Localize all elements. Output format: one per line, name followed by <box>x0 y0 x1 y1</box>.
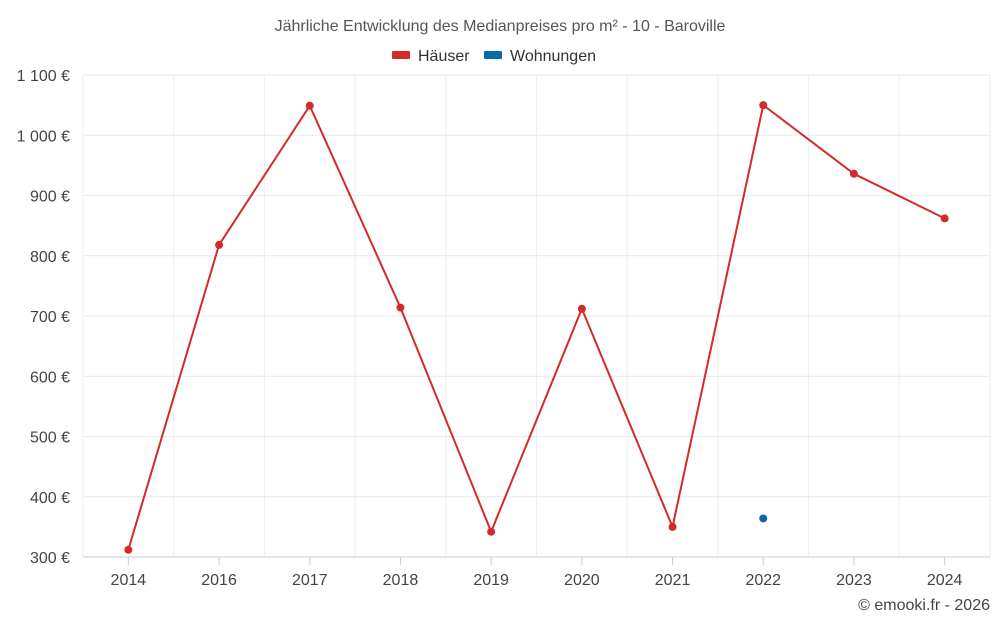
data-point-haeuser[interactable] <box>577 304 586 313</box>
data-point-haeuser[interactable] <box>396 303 405 312</box>
series <box>124 101 949 554</box>
data-point-haeuser[interactable] <box>759 101 768 110</box>
data-point-haeuser[interactable] <box>668 522 677 531</box>
legend-label-wohnungen: Wohnungen <box>510 48 596 65</box>
chart-title: Jährliche Entwicklung des Medianpreises … <box>275 18 726 35</box>
series-line-haeuser <box>127 104 946 551</box>
legend-label-haeuser: Häuser <box>418 48 470 65</box>
data-point-haeuser[interactable] <box>487 527 496 536</box>
x-tick-label: 2019 <box>473 572 509 589</box>
y-tick-label: 700 € <box>30 309 70 326</box>
x-tick-label: 2023 <box>836 572 872 589</box>
data-point-haeuser[interactable] <box>124 545 133 554</box>
y-tick-label: 900 € <box>30 189 70 206</box>
x-tick-label: 2020 <box>564 572 600 589</box>
data-point-haeuser[interactable] <box>849 169 858 178</box>
legend-swatch-wohnungen <box>484 51 502 59</box>
x-tick-label: 2022 <box>745 572 781 589</box>
x-tick-label: 2016 <box>201 572 237 589</box>
legend-item-haeuser[interactable]: Häuser <box>392 48 470 65</box>
data-point-wohnungen[interactable] <box>759 514 768 523</box>
y-tick-label: 300 € <box>30 550 70 567</box>
x-tick-label: 2021 <box>655 572 691 589</box>
credit-text: © emooki.fr - 2026 <box>858 597 990 614</box>
y-tick-label: 500 € <box>30 430 70 447</box>
data-point-haeuser[interactable] <box>215 240 224 249</box>
grid <box>82 74 991 558</box>
y-tick-label: 1 100 € <box>17 68 70 85</box>
data-point-haeuser[interactable] <box>940 214 949 223</box>
legend-swatch-haeuser <box>392 51 410 59</box>
y-tick-label: 600 € <box>30 369 70 386</box>
y-tick-label: 400 € <box>30 490 70 507</box>
x-tick-label: 2014 <box>111 572 147 589</box>
data-point-haeuser[interactable] <box>305 101 314 110</box>
x-tick-label: 2024 <box>927 572 963 589</box>
legend: Häuser Wohnungen <box>392 48 596 65</box>
x-tick-label: 2018 <box>383 572 419 589</box>
axes: 300 € 400 € 500 € 600 € 700 € 800 € 900 € 1 000… <box>17 68 990 589</box>
series-haeuser <box>124 101 949 554</box>
y-tick-label: 800 € <box>30 249 70 266</box>
x-tick-label: 2017 <box>292 572 328 589</box>
y-tick-label: 1 000 € <box>17 128 70 145</box>
legend-item-wohnungen[interactable]: Wohnungen <box>484 48 596 65</box>
series-wohnungen <box>759 514 768 523</box>
